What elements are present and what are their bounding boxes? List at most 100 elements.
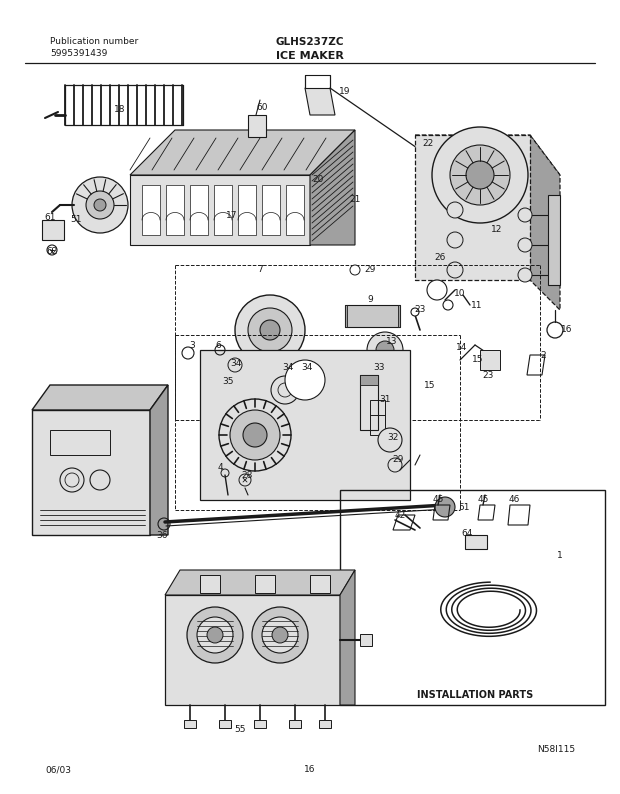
Polygon shape [305, 88, 335, 115]
Text: 7: 7 [257, 265, 263, 275]
Text: N58I115: N58I115 [537, 746, 575, 754]
Text: 45: 45 [477, 495, 489, 504]
Circle shape [230, 410, 280, 460]
Polygon shape [340, 570, 355, 705]
Bar [289, 720, 301, 728]
Circle shape [235, 295, 305, 365]
Text: 14: 14 [456, 344, 467, 353]
Circle shape [447, 232, 463, 248]
Circle shape [94, 199, 106, 211]
Polygon shape [360, 375, 378, 385]
Bar [345, 305, 400, 327]
Text: 46: 46 [508, 495, 520, 504]
Circle shape [219, 399, 291, 471]
Text: 62: 62 [46, 248, 58, 256]
Text: 29: 29 [392, 456, 404, 464]
Text: 34: 34 [301, 363, 312, 372]
Text: 33: 33 [373, 363, 385, 372]
Polygon shape [345, 305, 347, 327]
Text: 4: 4 [217, 464, 223, 472]
Text: 5995391439: 5995391439 [50, 48, 107, 57]
Bar [548, 195, 560, 285]
Polygon shape [238, 185, 256, 235]
Text: 26: 26 [435, 253, 446, 263]
Text: 9: 9 [367, 295, 373, 305]
Circle shape [450, 145, 510, 205]
Text: 13: 13 [386, 337, 398, 346]
Circle shape [187, 607, 243, 663]
Text: 29: 29 [365, 265, 376, 275]
Text: 15: 15 [472, 356, 484, 364]
Text: Publication number: Publication number [50, 37, 138, 47]
Text: 21: 21 [349, 195, 361, 205]
Circle shape [447, 202, 463, 218]
Circle shape [207, 627, 223, 643]
Text: 17: 17 [226, 210, 237, 219]
Text: GLHS237ZC: GLHS237ZC [276, 37, 344, 47]
Text: 15: 15 [424, 380, 436, 390]
Polygon shape [398, 305, 400, 327]
Polygon shape [415, 135, 560, 175]
Text: 32: 32 [388, 433, 399, 441]
Text: 06/03: 06/03 [45, 765, 71, 774]
Text: 20: 20 [312, 175, 324, 184]
Text: 10: 10 [454, 288, 466, 298]
Text: 45: 45 [432, 495, 444, 504]
Polygon shape [480, 350, 500, 370]
Polygon shape [32, 385, 168, 410]
Circle shape [447, 262, 463, 278]
Polygon shape [214, 185, 232, 235]
Bar [360, 634, 372, 646]
Bar [42, 220, 64, 240]
Polygon shape [150, 385, 168, 535]
Text: 23: 23 [414, 306, 426, 314]
Bar [360, 375, 378, 430]
Circle shape [262, 617, 298, 653]
Polygon shape [310, 130, 355, 245]
Circle shape [443, 300, 453, 310]
Circle shape [518, 238, 532, 252]
Polygon shape [166, 185, 184, 235]
Text: 22: 22 [422, 138, 433, 148]
Text: 28: 28 [241, 472, 253, 480]
Polygon shape [190, 185, 208, 235]
Circle shape [72, 177, 128, 233]
Text: 16: 16 [561, 326, 573, 334]
Bar [184, 720, 196, 728]
Text: 34: 34 [230, 359, 242, 368]
Circle shape [518, 268, 532, 282]
Text: 55: 55 [234, 726, 246, 734]
Polygon shape [130, 175, 310, 245]
Text: 34: 34 [282, 364, 294, 372]
Circle shape [252, 607, 308, 663]
Circle shape [197, 617, 233, 653]
Polygon shape [32, 410, 150, 535]
Circle shape [435, 497, 455, 517]
Circle shape [466, 161, 494, 189]
Text: 61: 61 [44, 214, 56, 222]
Circle shape [350, 265, 360, 275]
Text: ICE MAKER: ICE MAKER [276, 51, 344, 61]
Text: 11: 11 [471, 300, 483, 310]
Circle shape [376, 341, 394, 359]
Circle shape [47, 245, 57, 255]
Text: 3: 3 [189, 341, 195, 349]
Polygon shape [165, 570, 355, 595]
Circle shape [243, 423, 267, 447]
Text: 23: 23 [482, 371, 494, 380]
Circle shape [427, 280, 447, 300]
Polygon shape [530, 135, 560, 310]
Polygon shape [415, 135, 530, 280]
Bar [165, 595, 340, 705]
Bar [340, 490, 605, 705]
Text: 2: 2 [540, 350, 546, 360]
Circle shape [378, 428, 402, 452]
Bar [370, 400, 385, 435]
Text: 16: 16 [304, 765, 316, 774]
Bar [200, 350, 410, 500]
Bar [255, 575, 275, 593]
Polygon shape [305, 75, 330, 88]
Text: 1: 1 [557, 550, 563, 560]
Text: 35: 35 [222, 377, 234, 387]
Bar [310, 575, 330, 593]
